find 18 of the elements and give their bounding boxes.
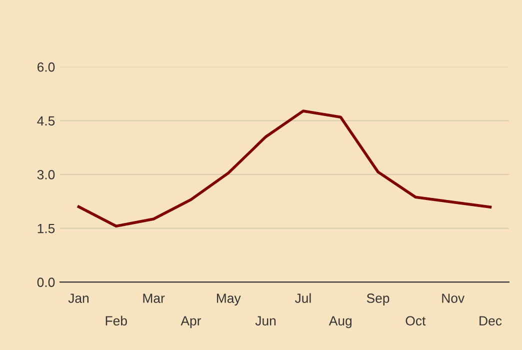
- x-tick-label: Jan: [68, 294, 89, 303]
- x-tick-label: Nov: [442, 294, 465, 303]
- x-tick-label: Aug: [328, 316, 352, 328]
- y-tick-label: 4.5: [37, 116, 55, 126]
- x-tick-label: Apr: [180, 316, 202, 328]
- x-tick-label: Sep: [366, 294, 390, 306]
- y-tick-label: 6.0: [38, 62, 55, 72]
- x-tick-label: Feb: [106, 316, 127, 326]
- y-tick-label: 0.0: [37, 278, 55, 288]
- x-tick-label: Jun: [255, 316, 276, 326]
- y-tick-label: 3.0: [37, 170, 55, 180]
- y-tick-label: 1.5: [38, 224, 55, 234]
- line-series: [77, 110, 492, 228]
- x-tick-label: Mar: [143, 294, 165, 303]
- x-tick-label: Oct: [406, 316, 426, 326]
- x-tick-label: Dec: [480, 316, 502, 326]
- x-tick-label: Jul: [294, 293, 311, 303]
- x-tick-label: May: [216, 294, 241, 306]
